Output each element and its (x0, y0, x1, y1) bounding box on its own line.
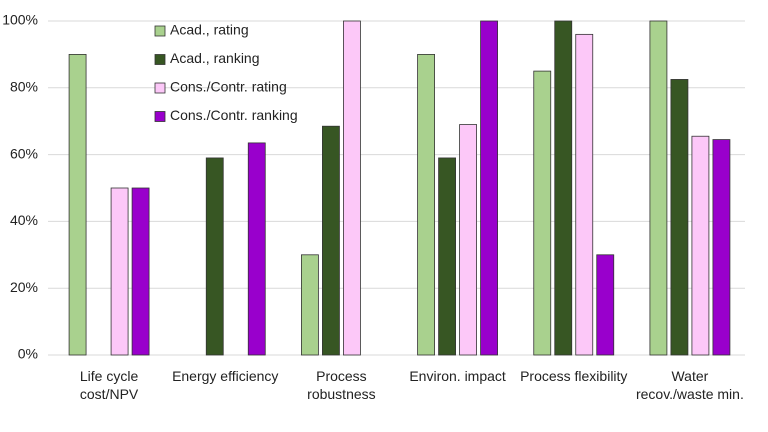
x-tick-label: Water recov./waste min. (635, 368, 744, 402)
legend-label: Acad., ranking (170, 50, 260, 66)
bar (480, 20, 498, 356)
legend-label: Cons./Contr. rating (170, 79, 287, 95)
x-tick-label: Environ. impact (409, 368, 506, 384)
bar (554, 20, 573, 356)
legend-swatch (154, 25, 166, 37)
bar (68, 54, 87, 356)
legend-swatch (154, 82, 166, 94)
legend-label: Acad., rating (170, 22, 249, 38)
bar (205, 157, 224, 356)
bar (247, 142, 266, 356)
y-tick-label: 0% (18, 346, 38, 362)
bar (417, 54, 435, 356)
legend-swatch (154, 111, 166, 122)
bar (110, 187, 129, 356)
legend-label: Cons./Contr. ranking (170, 107, 298, 123)
bar (131, 187, 150, 356)
bar (596, 254, 615, 356)
x-tick-label: Process robustness (307, 368, 376, 402)
y-tick-label: 100% (2, 12, 38, 28)
bar (649, 20, 668, 356)
bar (438, 157, 456, 356)
y-tick-label: 60% (10, 145, 38, 161)
bar (301, 254, 319, 356)
bar (575, 33, 594, 356)
bar (459, 124, 477, 356)
bar (533, 70, 552, 356)
legend-swatch (154, 54, 166, 65)
x-tick-label: Process flexibility (520, 368, 628, 384)
y-tick-label: 80% (10, 79, 38, 95)
bar (712, 139, 731, 356)
x-tick-label: Energy efficiency (172, 368, 279, 384)
bar (691, 135, 710, 356)
bar (670, 79, 689, 356)
x-tick-label: Life cycle cost/NPV (79, 368, 139, 402)
y-tick-label: 20% (10, 279, 38, 295)
bar (322, 125, 340, 356)
bar (343, 20, 361, 356)
y-tick-label: 40% (10, 212, 38, 228)
